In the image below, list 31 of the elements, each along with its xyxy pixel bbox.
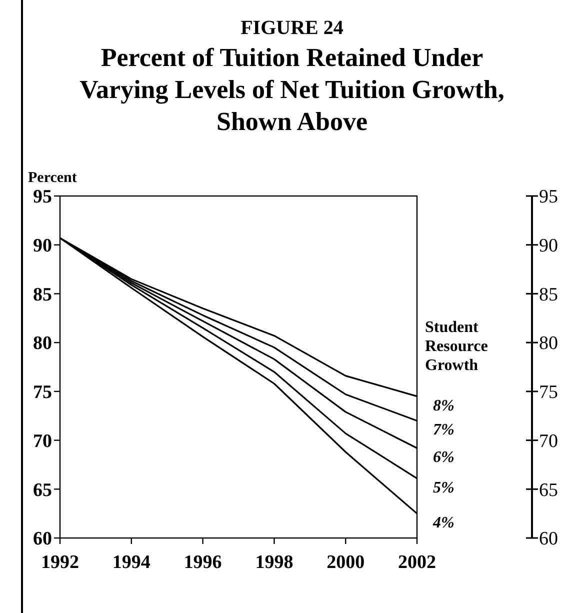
y2-tick-label: 60 — [539, 528, 558, 550]
series-label: 7% — [433, 422, 454, 439]
series-label: 8% — [433, 397, 454, 414]
chart-title: FIGURE 24 — [240, 17, 344, 39]
y-tick-label: 90 — [33, 236, 52, 257]
x-tick-label: 2002 — [398, 552, 436, 573]
x-tick-label: 2000 — [326, 552, 365, 573]
x-tick-label: 1994 — [112, 552, 151, 573]
x-tick-label: 1992 — [41, 552, 79, 573]
y2-tick-label: 70 — [539, 430, 558, 452]
y2-tick-label: 65 — [539, 480, 558, 501]
y2-tick-label: 85 — [539, 284, 558, 306]
x-tick-label: 1996 — [184, 552, 222, 573]
y-tick-label: 80 — [33, 333, 52, 354]
legend-title: Student Resource Growth — [425, 319, 488, 374]
y-tick-label: 85 — [33, 284, 52, 306]
y2-tick-label: 75 — [539, 382, 558, 404]
y-tick-label: 60 — [33, 528, 52, 550]
chart-subtitle: Percent of Tuition Retained Under Varying Levels of Net Tuition Growth, Shown Above — [80, 43, 504, 136]
series-label: 5% — [433, 479, 454, 496]
y2-tick-label: 90 — [539, 236, 558, 257]
series-label: 4% — [432, 514, 454, 532]
y-tick-label: 95 — [33, 186, 52, 208]
y-tick-label: 65 — [33, 480, 52, 501]
y-tick-label: 75 — [33, 382, 52, 404]
y2-tick-label: 80 — [539, 333, 558, 354]
y-axis-title: Percent — [28, 170, 77, 186]
series-label: 6% — [433, 449, 454, 466]
y2-tick-label: 95 — [539, 186, 558, 208]
y-tick-label: 70 — [33, 430, 52, 452]
x-tick-label: 1998 — [255, 552, 294, 573]
